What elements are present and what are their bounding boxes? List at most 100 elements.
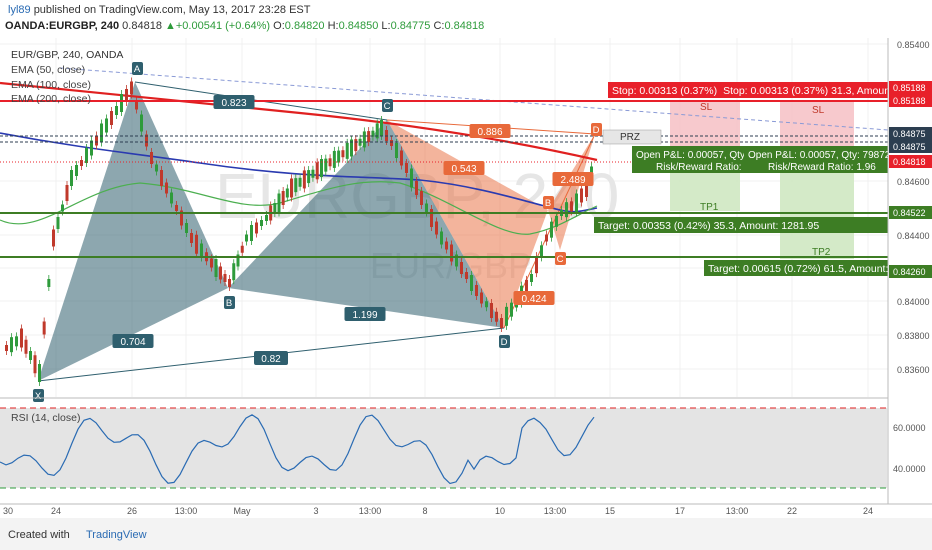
publish-line: lyl89 published on TradingView.com, May …: [8, 4, 311, 16]
price-tick: 0.84000: [897, 297, 930, 307]
symbol-label: OANDA:EURGBP, 240: [5, 20, 120, 32]
ratio-value: 0.886: [477, 127, 502, 138]
stop-box: [608, 82, 890, 98]
price-tag-text: 0.84260: [893, 267, 926, 277]
time-axis-ticks: 30 24 26 13:00 May 3 13:00 8 10 13:00 15 17 13:00 22 2…: [3, 506, 873, 516]
legend-ema100: EMA (100, close): [11, 79, 91, 91]
price-tick: 0.84400: [897, 231, 930, 241]
target-text-2: Target: 0.00615 (0.72%) 61.5, Amount:: [708, 263, 888, 275]
ratio-value: 0.823: [221, 98, 246, 109]
price-tag: [889, 265, 932, 278]
pattern-point-labels: X A B C D B C D: [33, 62, 602, 402]
price-tick: 0.84600: [897, 177, 930, 187]
price-tag: [889, 206, 932, 219]
ratio-badge: [469, 124, 511, 138]
point-label: B: [545, 198, 551, 209]
time-tick: 13:00: [175, 506, 198, 516]
ratio-badge: [213, 95, 255, 109]
trend-line[interactable]: [59, 67, 889, 131]
ratio-badge: [254, 351, 288, 365]
pattern-xabcd-orange[interactable]: [386, 119, 596, 329]
author-link[interactable]: lyl89: [8, 4, 31, 16]
rr-text-1: Risk/Reward Ratio:: [656, 162, 742, 173]
point-marker: [382, 99, 393, 112]
ratio-value: 0.704: [120, 337, 145, 348]
ratio-value: 0.424: [521, 294, 546, 305]
price-tag: [889, 155, 932, 168]
tp1-label: TP1: [700, 202, 719, 213]
open-value: 0.84820: [284, 20, 325, 32]
open-label: O:: [273, 20, 285, 32]
legend-pair: EUR/GBP, 240, OANDA: [11, 49, 123, 61]
pnl-text-2: Open P&L: 0.00057, Qty: 79872: [748, 150, 891, 161]
pnl-box-2: [744, 146, 888, 173]
rsi-axis-ticks: 60.0000 40.0000: [893, 423, 926, 474]
prz-label: PRZ: [620, 132, 640, 143]
ratio-badge: [513, 291, 555, 305]
price-tick: 0.83800: [897, 331, 930, 341]
point-label: B: [226, 298, 232, 309]
time-tick: 26: [127, 506, 137, 516]
time-tick: 22: [787, 506, 797, 516]
last-price: 0.84818: [122, 20, 162, 32]
rsi-legend: RSI (14, close): [11, 412, 80, 424]
ratio-value: 2.489: [560, 175, 585, 186]
publish-info: published on TradingView.com, May 13, 20…: [33, 4, 311, 16]
close-label: C:: [433, 20, 445, 32]
price-tag-text: 0.84875: [893, 142, 926, 152]
point-label: C: [557, 254, 564, 265]
ema200-line: [0, 81, 598, 162]
ratio-labels: 0.823 0.704 1.199 0.82 0.886 0.543 0.424 2.489: [112, 95, 594, 365]
ratio-badge: [443, 161, 485, 175]
price-tag-text: 0.84522: [893, 208, 926, 218]
point-marker: [591, 123, 602, 136]
ratio-badge: [552, 172, 594, 186]
pnl-text-1: Open P&L: 0.00057, Qty:: [636, 150, 748, 161]
time-tick: 10: [495, 506, 505, 516]
price-chart[interactable]: EURGBP, 240 EUR/GBP PRZ SL SL TP1 TP2 St…: [0, 38, 932, 518]
price-tag: [889, 81, 932, 94]
time-tick: 13:00: [359, 506, 382, 516]
prz-box[interactable]: [602, 129, 662, 145]
rr-text-2: Risk/Reward Ratio: 1.96: [768, 162, 876, 173]
price-tag-text: 0.85188: [893, 96, 926, 106]
time-tick: 8: [422, 506, 427, 516]
ratio-value: 0.543: [451, 164, 476, 175]
point-label: C: [384, 101, 391, 112]
ema50-line: [0, 181, 598, 235]
footer-bar: Created with TradingView: [0, 518, 932, 550]
rsi-pane[interactable]: [0, 397, 888, 489]
target-box-2: [704, 260, 888, 276]
ohlc-line: OANDA:EURGBP, 240 0.84818 ▲+0.00541 (+0.…: [5, 20, 484, 32]
point-marker: [555, 252, 566, 265]
time-tick: May: [233, 506, 251, 516]
created-with: Created with: [8, 529, 70, 541]
point-marker: [543, 196, 554, 209]
time-tick: 3: [313, 506, 318, 516]
price-axis-labels: 0.85188 0.85188 0.84875 0.84875 0.84818 0.845…: [889, 81, 932, 278]
price-tag: [889, 140, 932, 153]
time-tick: 13:00: [726, 506, 749, 516]
tp-zone-1: [670, 171, 740, 211]
pattern-xabcd-teal[interactable]: [37, 81, 505, 382]
point-label: A: [134, 64, 141, 75]
point-label: D: [501, 337, 508, 348]
ratio-value: 1.199: [352, 310, 377, 321]
tp2-label: TP2: [812, 247, 831, 258]
target-box-1: [594, 217, 888, 233]
price-tag: [889, 94, 932, 107]
point-marker: [224, 296, 235, 309]
ratio-badge: [344, 307, 386, 321]
sl-label-2: SL: [812, 105, 825, 116]
price-tick: 0.83600: [897, 365, 930, 375]
point-label: D: [593, 125, 600, 136]
tradingview-brand[interactable]: TradingView: [86, 529, 147, 541]
sl-label-1: SL: [700, 102, 713, 113]
point-marker: [499, 335, 510, 348]
change-value: ▲+0.00541 (+0.64%): [165, 20, 271, 32]
time-tick: 24: [863, 506, 873, 516]
legend-ema50: EMA (50, close): [11, 64, 85, 76]
target-text-1: Target: 0.00353 (0.42%) 35.3, Amount: 12…: [598, 220, 819, 232]
time-tick: 24: [51, 506, 61, 516]
low-label: L:: [381, 20, 391, 32]
